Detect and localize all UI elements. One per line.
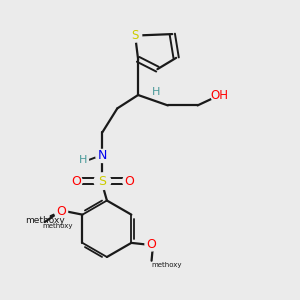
Text: OH: OH bbox=[211, 88, 229, 101]
Text: H: H bbox=[152, 87, 160, 97]
Text: N: N bbox=[98, 149, 107, 162]
Circle shape bbox=[150, 86, 162, 98]
Text: O: O bbox=[71, 175, 81, 188]
Text: methoxy: methoxy bbox=[25, 216, 64, 225]
Circle shape bbox=[123, 175, 136, 188]
Circle shape bbox=[96, 149, 109, 163]
Text: methoxy: methoxy bbox=[43, 223, 73, 229]
Text: S: S bbox=[98, 175, 106, 188]
Circle shape bbox=[145, 238, 158, 251]
Circle shape bbox=[55, 205, 68, 218]
Text: methoxy: methoxy bbox=[152, 262, 182, 268]
Text: S: S bbox=[131, 29, 139, 42]
Circle shape bbox=[94, 173, 111, 190]
Circle shape bbox=[211, 86, 229, 104]
Text: H: H bbox=[79, 155, 87, 165]
Text: O: O bbox=[56, 205, 66, 218]
Circle shape bbox=[129, 29, 142, 42]
Text: O: O bbox=[147, 238, 157, 251]
Circle shape bbox=[69, 175, 82, 188]
Text: O: O bbox=[124, 175, 134, 188]
Circle shape bbox=[78, 155, 88, 166]
